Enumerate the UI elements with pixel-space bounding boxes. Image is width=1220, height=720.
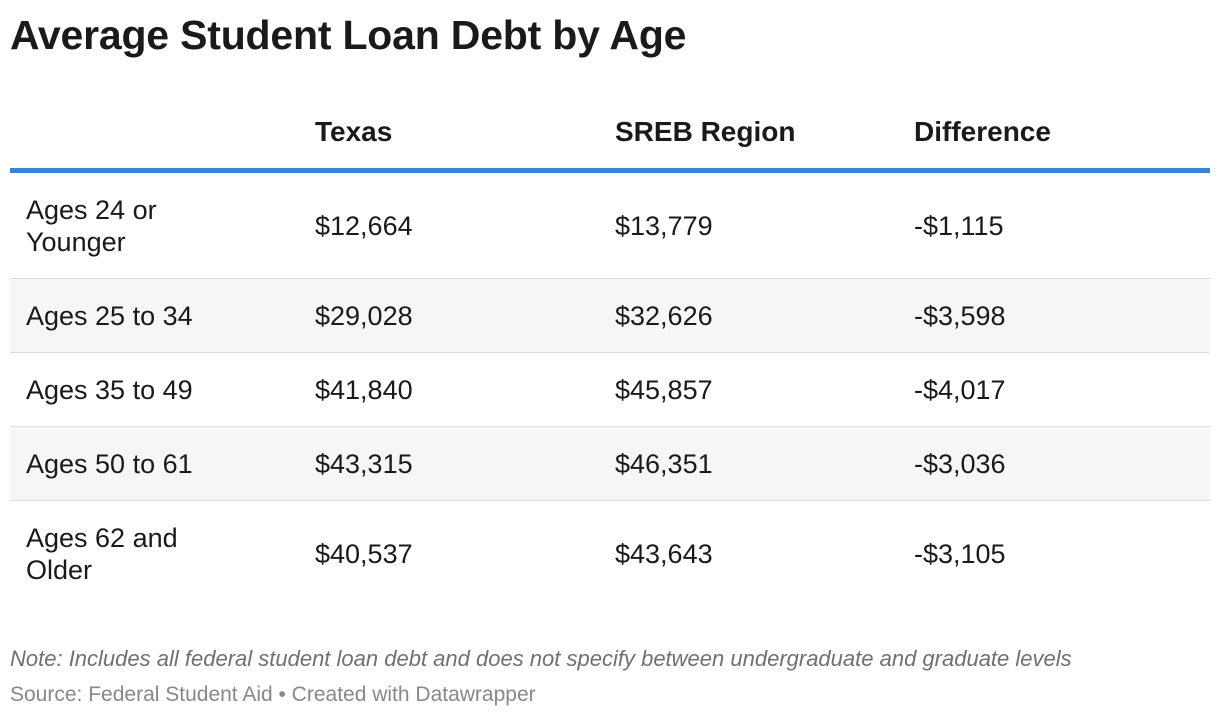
row-label: Ages 50 to 61 [26,448,193,479]
row-label: Ages 35 to 49 [26,374,193,405]
chart-source: Source: Federal Student Aid • Created wi… [10,683,536,706]
sreb-value: $13,779 [615,210,713,241]
row-label: Ages 25 to 34 [26,300,193,331]
difference-value: -$3,598 [914,300,1006,331]
texas-value: $40,537 [315,539,413,569]
column-header-difference: Difference [914,116,1051,147]
texas-value: $43,315 [315,448,413,479]
table-row: Ages 62 and Older $40,537 $43,643 -$3,10… [10,501,1210,607]
chart-title: Average Student Loan Debt by Age [10,12,687,58]
sreb-value: $46,351 [615,448,713,479]
sreb-value: $45,857 [615,374,713,405]
texas-value: $12,664 [315,210,413,241]
difference-value: -$3,105 [914,539,1006,569]
table-row: Ages 24 or Younger $12,664 $13,779 -$1,1… [10,173,1210,279]
difference-value: -$1,115 [914,210,1004,241]
texas-value: $29,028 [315,300,413,331]
row-label: Ages 62 and Older [26,523,178,585]
difference-value: -$3,036 [914,448,1006,479]
column-header-texas: Texas [315,116,393,147]
sreb-value: $32,626 [615,300,713,331]
data-table: Texas SREB Region Difference Ages 24 or … [10,104,1210,607]
row-label: Ages 24 or Younger [26,194,157,257]
table-row: Ages 25 to 34 $29,028 $32,626 -$3,598 [10,279,1210,353]
table-row: Ages 50 to 61 $43,315 $46,351 -$3,036 [10,427,1210,501]
table-header: Texas SREB Region Difference [10,104,1210,173]
chart-note: Note: Includes all federal student loan … [10,646,1072,671]
column-header-sreb-region: SREB Region [615,116,796,147]
table-row: Ages 35 to 49 $41,840 $45,857 -$4,017 [10,353,1210,427]
texas-value: $41,840 [315,374,413,405]
difference-value: -$4,017 [914,374,1006,405]
sreb-value: $43,643 [615,539,713,569]
